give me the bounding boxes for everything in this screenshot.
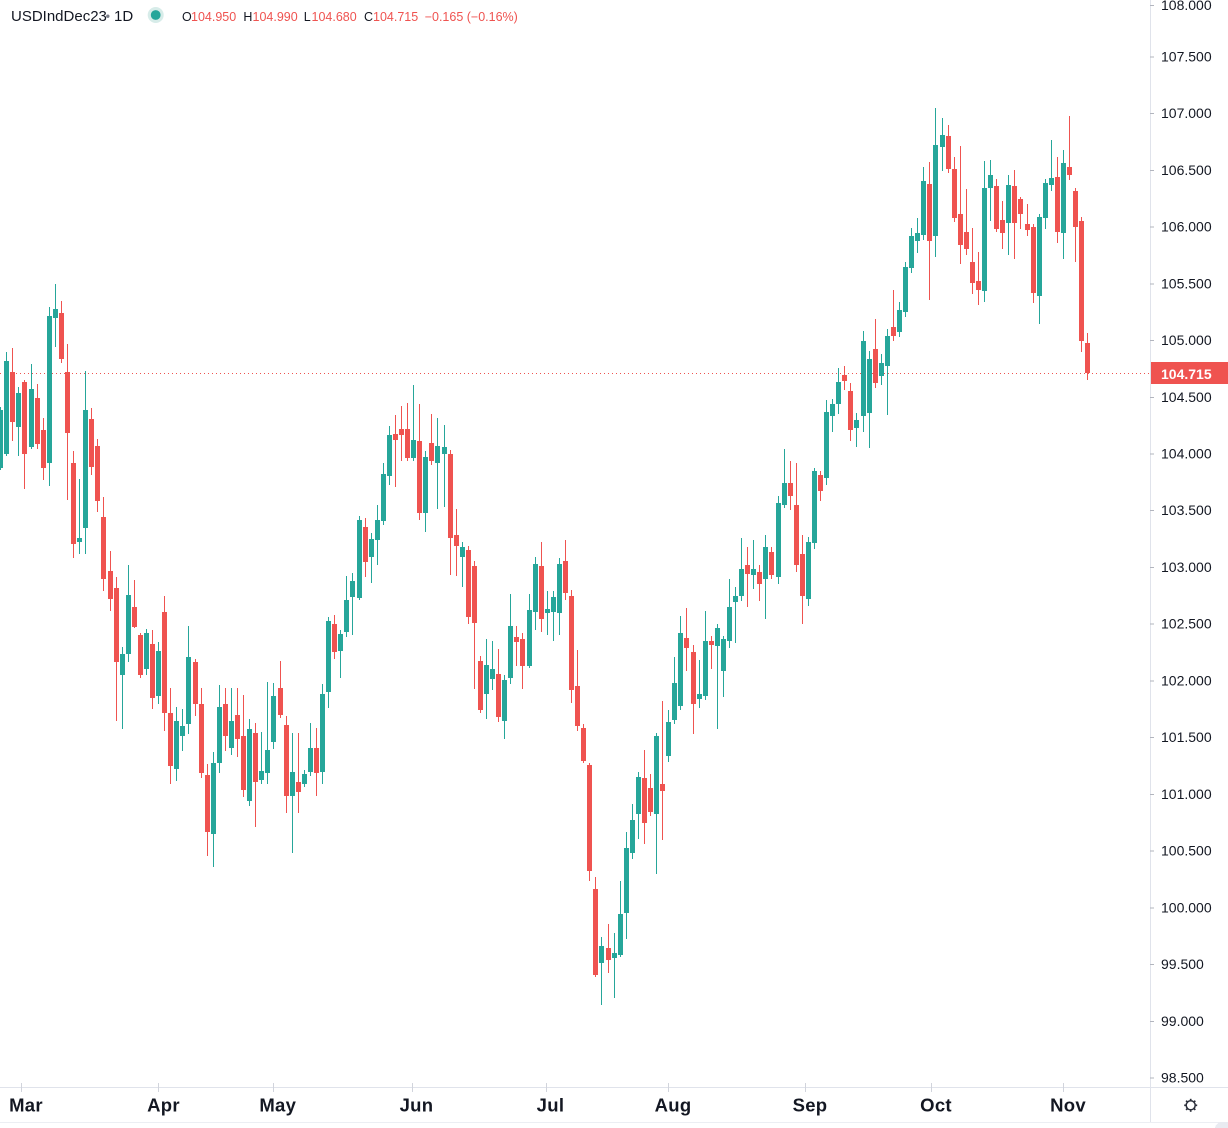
svg-text:Jun: Jun — [400, 1095, 434, 1116]
svg-text:Nov: Nov — [1050, 1095, 1086, 1116]
svg-text:104.990: 104.990 — [253, 10, 298, 24]
svg-text:99.000: 99.000 — [1161, 1013, 1204, 1029]
svg-text:102.500: 102.500 — [1161, 616, 1212, 632]
svg-text:L: L — [304, 10, 311, 24]
svg-text:104.950: 104.950 — [191, 10, 236, 24]
svg-text:102.000: 102.000 — [1161, 672, 1212, 688]
svg-text:101.500: 101.500 — [1161, 729, 1212, 745]
svg-text:Oct: Oct — [920, 1095, 952, 1116]
svg-text:105.000: 105.000 — [1161, 332, 1212, 348]
svg-text:1D: 1D — [114, 8, 133, 25]
svg-text:100.000: 100.000 — [1161, 899, 1212, 915]
svg-text:104.000: 104.000 — [1161, 446, 1212, 462]
svg-text:104.715: 104.715 — [373, 10, 418, 24]
svg-text:100.500: 100.500 — [1161, 843, 1212, 859]
svg-text:99.500: 99.500 — [1161, 956, 1204, 972]
svg-text:98.500: 98.500 — [1161, 1070, 1204, 1086]
svg-text:104.715: 104.715 — [1161, 366, 1212, 382]
svg-text:105.500: 105.500 — [1161, 275, 1212, 291]
svg-text:H: H — [243, 10, 252, 24]
svg-text:103.500: 103.500 — [1161, 502, 1212, 518]
svg-text:O: O — [182, 10, 192, 24]
svg-text:Aug: Aug — [655, 1095, 692, 1116]
svg-text:106.000: 106.000 — [1161, 219, 1212, 235]
svg-text:Apr: Apr — [147, 1095, 180, 1116]
svg-text:103.000: 103.000 — [1161, 559, 1212, 575]
svg-text:104.680: 104.680 — [312, 10, 357, 24]
svg-text:C: C — [364, 10, 373, 24]
svg-text:108.000: 108.000 — [1161, 0, 1212, 13]
svg-text:107.500: 107.500 — [1161, 48, 1212, 64]
svg-text:Sep: Sep — [793, 1095, 828, 1116]
svg-text:107.000: 107.000 — [1161, 105, 1212, 121]
svg-text:USDIndDec23: USDIndDec23 — [11, 8, 107, 25]
svg-text:May: May — [259, 1095, 296, 1116]
svg-text:101.000: 101.000 — [1161, 786, 1212, 802]
svg-text:106.500: 106.500 — [1161, 162, 1212, 178]
svg-text:Jul: Jul — [537, 1095, 565, 1116]
svg-text:104.500: 104.500 — [1161, 389, 1212, 405]
svg-text:Mar: Mar — [9, 1095, 43, 1116]
svg-text:−0.165 (−0.16%): −0.165 (−0.16%) — [425, 10, 518, 24]
